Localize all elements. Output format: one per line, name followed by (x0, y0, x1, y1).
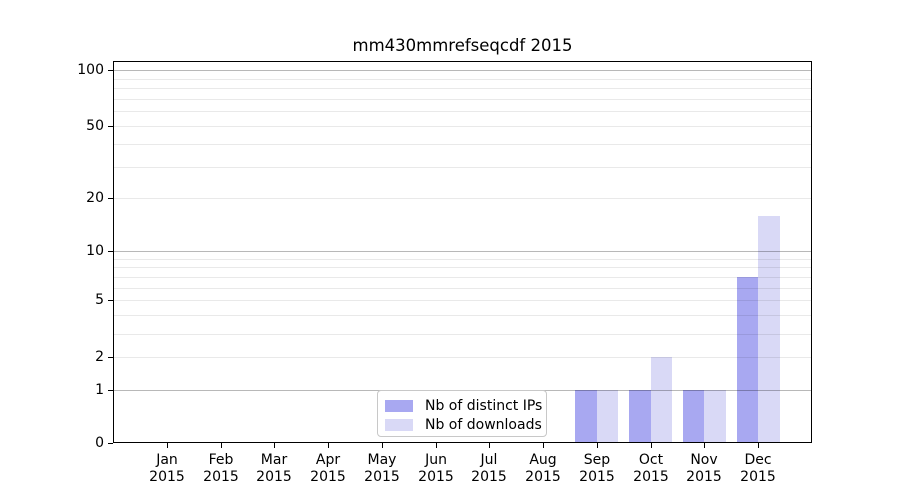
x-tick-mark (597, 443, 598, 448)
gridline-3 (114, 334, 811, 335)
y-tick-mark (108, 390, 113, 391)
x-tick-mark (436, 443, 437, 448)
x-tick-label-sep: Sep 2015 (579, 452, 615, 485)
x-tick-label-feb: Feb 2015 (203, 452, 239, 485)
x-tick-mark (758, 443, 759, 448)
y-tick-mark (108, 300, 113, 301)
y-tick-mark (108, 251, 113, 252)
y-tick-label: 5 (95, 292, 104, 308)
plot-area-border (113, 61, 812, 443)
bar-dec-series0 (736, 277, 759, 443)
gridline-6 (114, 288, 811, 289)
legend-item-distinct-ips: Nb of distinct IPs (378, 396, 546, 415)
y-tick-mark (108, 70, 113, 71)
gridline-40 (114, 144, 811, 145)
x-tick-mark (167, 443, 168, 448)
y-tick-label: 50 (86, 118, 104, 134)
gridline-50 (114, 126, 811, 127)
gridline-5 (114, 300, 811, 301)
y-tick-mark (108, 443, 113, 444)
x-tick-label-jan: Jan 2015 (149, 452, 185, 485)
x-tick-mark (651, 443, 652, 448)
bar-sep-series1 (596, 390, 619, 443)
gridline-80 (114, 88, 811, 89)
y-tick-label: 1 (95, 382, 104, 398)
gridline-30 (114, 167, 811, 168)
x-tick-mark (328, 443, 329, 448)
legend-swatch-distinct-ips (385, 399, 413, 412)
chart-title: mm430mmrefseqcdf 2015 (352, 36, 573, 55)
gridline-100 (114, 70, 811, 71)
y-tick-label: 10 (86, 243, 104, 259)
gridline-10 (114, 251, 811, 252)
x-tick-label-apr: Apr 2015 (310, 452, 346, 485)
legend: Nb of distinct IPs Nb of downloads (377, 390, 547, 437)
gridline-4 (114, 315, 811, 316)
gridline-7 (114, 277, 811, 278)
bar-sep-series0 (575, 390, 597, 443)
gridline-9 (114, 259, 811, 260)
bar-oct-series1 (650, 357, 673, 443)
y-tick-label: 100 (77, 62, 104, 78)
bar-dec-series1 (758, 216, 780, 443)
y-tick-label: 0 (95, 435, 104, 451)
legend-item-downloads: Nb of downloads (378, 415, 546, 434)
legend-label-distinct-ips: Nb of distinct IPs (425, 397, 543, 414)
x-tick-mark (704, 443, 705, 448)
legend-label-downloads: Nb of downloads (425, 416, 542, 433)
bar-nov-series1 (704, 390, 726, 443)
x-tick-label-jun: Jun 2015 (418, 452, 454, 485)
gridline-70 (114, 99, 811, 100)
gridline-2 (114, 357, 811, 358)
x-tick-mark (543, 443, 544, 448)
gridline-60 (114, 111, 811, 112)
x-tick-label-dec: Dec 2015 (740, 452, 776, 485)
legend-swatch-downloads (385, 418, 413, 431)
x-tick-label-may: May 2015 (364, 452, 400, 485)
x-tick-label-mar: Mar 2015 (256, 452, 292, 485)
y-tick-label: 2 (95, 349, 104, 365)
bar-oct-series0 (629, 390, 651, 443)
y-tick-label: 20 (86, 190, 104, 206)
gridline-90 (114, 79, 811, 80)
gridline-8 (114, 267, 811, 268)
x-tick-mark (489, 443, 490, 448)
x-tick-mark (274, 443, 275, 448)
y-tick-mark (108, 198, 113, 199)
x-tick-label-nov: Nov 2015 (686, 452, 722, 485)
gridline-20 (114, 198, 811, 199)
x-tick-label-aug: Aug 2015 (525, 452, 561, 485)
y-tick-mark (108, 357, 113, 358)
y-tick-mark (108, 126, 113, 127)
x-tick-label-oct: Oct 2015 (633, 452, 669, 485)
x-tick-label-jul: Jul 2015 (471, 452, 507, 485)
x-tick-mark (221, 443, 222, 448)
x-tick-mark (382, 443, 383, 448)
bar-nov-series0 (682, 390, 705, 443)
